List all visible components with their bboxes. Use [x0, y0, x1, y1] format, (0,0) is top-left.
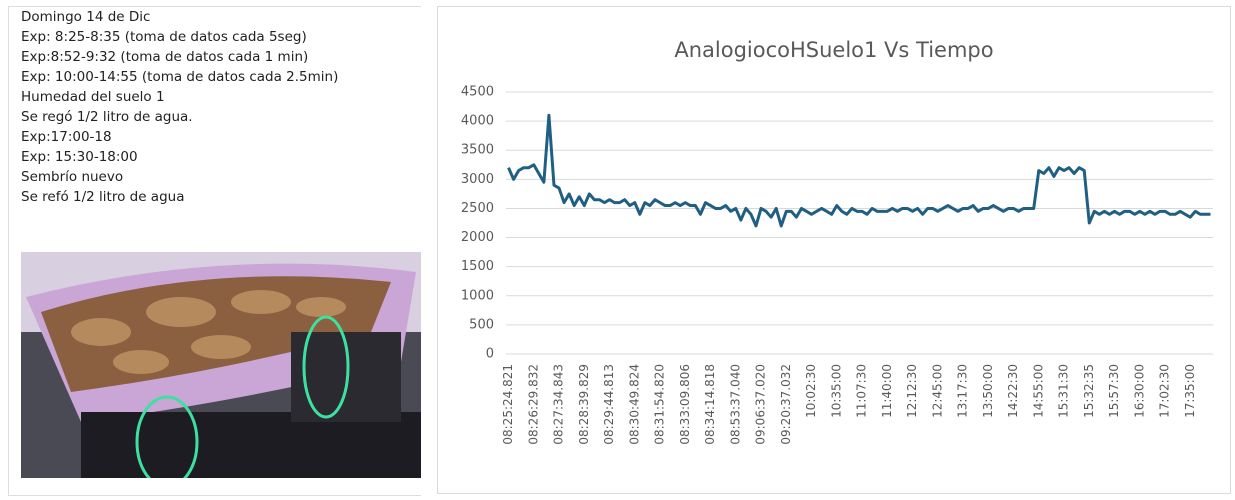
x-tick-label: 08:29:44.813	[602, 364, 616, 445]
x-tick-label: 12:12:30	[905, 364, 919, 418]
y-tick-label: 4000	[461, 114, 494, 129]
x-tick-label: 12:45:00	[930, 364, 944, 418]
x-tick-label: 13:50:00	[981, 364, 995, 418]
x-tick-label: 15:31:30	[1057, 364, 1071, 418]
notes: Domingo 14 de Dic Exp: 8:25-8:35 (toma de…	[9, 7, 421, 207]
x-tick-label: 11:07:30	[855, 364, 869, 418]
x-tick-label: 08:53:37.040	[728, 364, 742, 445]
x-tick-label: 08:28:39.829	[577, 364, 591, 445]
x-tick-label: 08:33:09.806	[678, 364, 692, 445]
y-tick-label: 2500	[461, 201, 494, 216]
notes-panel: Domingo 14 de Dic Exp: 8:25-8:35 (toma de…	[8, 6, 421, 496]
y-tick-label: 4500	[461, 85, 494, 100]
chart: AnalogiocoHSuelo1 Vs Tiempo 0 500 1000 1500…	[437, 6, 1231, 494]
note-line: Se regó 1/2 litro de agua.	[21, 109, 193, 125]
x-tick-label: 08:31:54.820	[653, 364, 667, 445]
x-tick-label: 08:34:14.818	[703, 364, 717, 445]
data-line	[507, 113, 1211, 228]
x-tick-label: 13:17:30	[956, 364, 970, 418]
chart-title: AnalogiocoHSuelo1 Vs Tiempo	[674, 38, 993, 62]
x-tick-label: 16:30:00	[1132, 364, 1146, 418]
y-tick-label: 500	[469, 317, 494, 332]
photo	[21, 252, 421, 478]
note-line: Exp: 8:25-8:35 (toma de datos cada 5seg)	[21, 29, 307, 45]
x-tick-label: 10:35:00	[829, 364, 843, 418]
note-line: Se refó 1/2 litro de agua	[21, 189, 185, 205]
y-tick-label: 2000	[461, 230, 494, 245]
note-line: Exp:17:00-18	[21, 129, 112, 145]
x-tick-label: 10:02:30	[804, 364, 818, 418]
note-line: Exp: 10:00-14:55 (toma de datos cada 2.5…	[21, 69, 339, 85]
x-tick-label: 08:27:34.843	[552, 364, 566, 445]
note-line: Domingo 14 de Dic	[21, 9, 151, 25]
x-tick-label: 15:32:35	[1082, 364, 1096, 418]
x-tick-label: 09:06:37.020	[754, 364, 768, 445]
note-line: Humedad del suelo 1	[21, 89, 165, 105]
y-tick-label: 3500	[461, 143, 494, 158]
x-tick-label: 17:02:30	[1158, 364, 1172, 418]
y-tick-label: 1500	[461, 259, 494, 274]
x-tick-label: 11:40:00	[880, 364, 894, 418]
x-tick-label: 08:26:29.832	[526, 364, 540, 445]
y-tick-label: 3000	[461, 172, 494, 187]
x-tick-label: 08:30:49.824	[627, 364, 641, 445]
x-tick-label: 08:25:24.821	[501, 364, 515, 445]
note-line: Exp: 15:30-18:00	[21, 149, 138, 165]
x-tick-label: 14:55:00	[1031, 364, 1045, 418]
note-line: Sembrío nuevo	[21, 169, 124, 185]
note-line: Exp:8:52-9:32 (toma de datos cada 1 min)	[21, 49, 309, 65]
x-tick-label: 17:35:00	[1183, 364, 1197, 418]
y-tick-label: 1000	[461, 288, 494, 303]
x-tick-label: 14:22:30	[1006, 364, 1020, 418]
x-tick-label: 09:20:37.032	[779, 364, 793, 445]
y-tick-label: 0	[486, 347, 494, 362]
x-tick-label: 15:57:30	[1107, 364, 1121, 418]
